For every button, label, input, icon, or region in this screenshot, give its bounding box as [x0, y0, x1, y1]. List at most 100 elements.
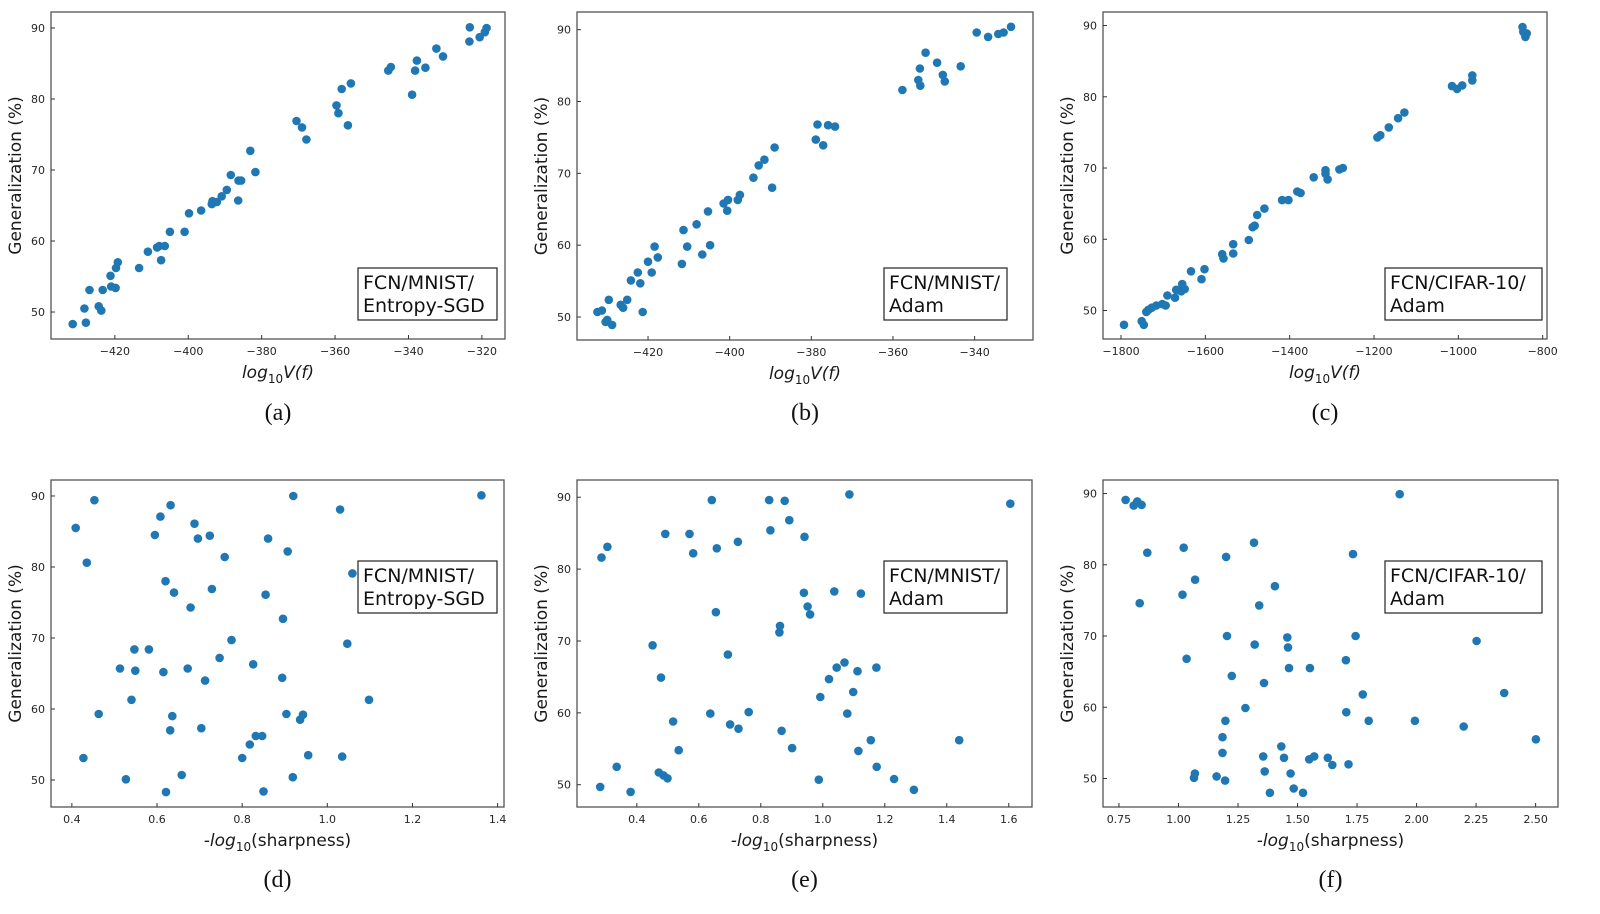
data-point [1499, 688, 1509, 698]
y-tick-label: 80 [557, 96, 571, 109]
y-tick-label: 50 [1083, 305, 1097, 318]
data-point [866, 735, 876, 745]
data-point [251, 731, 261, 741]
data-point [292, 116, 301, 126]
data-point [337, 84, 347, 94]
data-point [165, 726, 175, 735]
data-point [1309, 173, 1318, 182]
data-point [853, 666, 862, 676]
x-axis-label-subscript: 10 [236, 840, 251, 854]
data-point [94, 709, 103, 719]
data-point [799, 588, 809, 598]
data-point [288, 772, 298, 782]
data-points [71, 491, 486, 797]
data-point [1250, 221, 1259, 230]
data-point [186, 603, 195, 612]
y-tick-label: 70 [31, 164, 45, 177]
data-points [593, 22, 1016, 330]
annotation-line: Entropy-SGD [363, 295, 485, 317]
data-point [787, 743, 797, 753]
data-point [1277, 742, 1286, 751]
data-point [196, 206, 206, 215]
x-tick-label: −800 [1528, 345, 1558, 358]
data-point [465, 23, 475, 32]
data-point [386, 62, 396, 72]
data-point [889, 774, 899, 784]
data-point [626, 787, 635, 797]
data-point [465, 37, 474, 46]
y-tick-label: 70 [1083, 162, 1097, 175]
data-point [143, 247, 153, 256]
annotation-line: FCN/CIFAR-10/ [1390, 565, 1526, 587]
data-point [121, 775, 131, 784]
data-point [1006, 499, 1015, 509]
data-point [682, 242, 692, 251]
data-point [335, 505, 345, 514]
data-point [1182, 654, 1191, 664]
x-tick-label: 1.2 [404, 813, 422, 826]
data-point [1219, 254, 1228, 263]
y-tick-label: 90 [557, 491, 571, 504]
data-point [97, 306, 106, 315]
data-point [656, 673, 666, 682]
data-point [245, 740, 255, 749]
x-tick-label: 2.50 [1523, 813, 1548, 826]
data-point [1258, 752, 1268, 761]
data-point [1178, 590, 1187, 599]
panel-a: −420 −400 −380 −360 −340 −320 50 60 70 80 90 Genera… [6, 11, 506, 426]
x-tick-label: −1200 [1355, 345, 1392, 358]
panel-d: 0.4 0.6 0.8 1.0 1.2 1.4 50 60 70 80 90 Generalizati… [6, 479, 506, 893]
data-point [775, 628, 784, 637]
data-point [1221, 552, 1231, 562]
data-point [1179, 543, 1188, 552]
data-point [410, 66, 420, 75]
y-tick-label: 60 [1083, 701, 1097, 714]
data-point [161, 576, 170, 586]
data-point [343, 639, 352, 648]
data-point [217, 192, 226, 201]
x-axis-label-suffix: V(f) [810, 364, 841, 384]
data-point [612, 762, 621, 772]
y-tick-label: 90 [557, 24, 571, 37]
x-tick-label: −400 [173, 345, 203, 358]
data-point [1222, 631, 1232, 641]
data-point [754, 161, 763, 170]
data-point [749, 173, 758, 182]
data-point [1344, 760, 1353, 769]
data-point [115, 664, 125, 673]
y-tick-label: 50 [1083, 773, 1097, 786]
data-point [818, 141, 828, 150]
x-axis-label-prefix: -log [731, 831, 763, 851]
data-point [760, 155, 769, 164]
y-tick-label: 70 [31, 632, 45, 645]
panel-caption: (c) [1312, 400, 1339, 426]
annotation-line: FCN/CIFAR-10/ [1390, 272, 1526, 294]
data-point [1265, 788, 1275, 798]
data-point [68, 319, 77, 329]
data-point [856, 589, 866, 598]
panel-caption: (a) [265, 400, 292, 426]
y-tick-label: 90 [31, 490, 45, 503]
data-point [343, 121, 353, 130]
data-point [251, 167, 260, 177]
y-tick-label: 70 [1083, 630, 1097, 643]
data-point [1228, 249, 1238, 258]
data-point [872, 663, 881, 672]
data-point [1221, 716, 1230, 726]
x-tick-label: −380 [796, 346, 826, 359]
data-point [131, 666, 140, 675]
data-point [1249, 538, 1259, 547]
x-axis-label: -log10(sharpness) [204, 831, 351, 854]
data-point [800, 532, 809, 542]
data-point [1531, 735, 1541, 744]
data-point [854, 746, 863, 756]
data-point [733, 537, 743, 547]
data-point [938, 70, 948, 80]
data-point [706, 709, 715, 718]
data-point [777, 726, 786, 736]
data-point [607, 320, 617, 330]
y-axis-label: Generalization (%) [1058, 564, 1078, 722]
data-points [68, 23, 491, 329]
data-point [775, 621, 785, 631]
data-point [236, 176, 246, 185]
